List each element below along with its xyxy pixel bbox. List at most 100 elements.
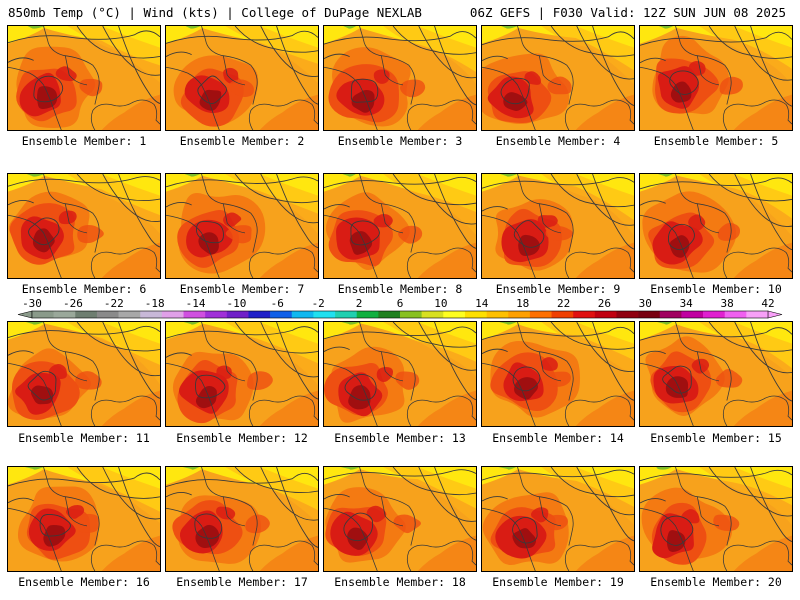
ensemble-member-label: Ensemble Member: 17 (176, 575, 308, 589)
colorbar-swatch (140, 311, 163, 318)
colorbar-tick-label: -30 (22, 297, 42, 310)
ensemble-member-label: Ensemble Member: 1 (21, 134, 147, 148)
colorbar-tick-label: -2 (312, 297, 325, 310)
colorbar-tick-label: -18 (145, 297, 165, 310)
temperature-map (324, 26, 476, 130)
colorbar-swatch (32, 311, 54, 318)
ensemble-member-label: Ensemble Member: 10 (650, 282, 782, 296)
colorbar-tick-label: 14 (475, 297, 489, 310)
colorbar-swatch (486, 311, 509, 318)
header-title-right: 06Z GEFS | F030 Valid: 12Z SUN JUN 08 20… (469, 5, 786, 20)
colorbar-tick-label: 2 (356, 297, 363, 310)
temperature-map (640, 174, 792, 278)
colorbar-tick-label: 38 (720, 297, 733, 310)
colorbar-tick-label: 34 (680, 297, 694, 310)
colorbar-swatch (746, 311, 769, 318)
ensemble-member-label: Ensemble Member: 20 (650, 575, 782, 589)
colorbar-tick-label: -6 (271, 297, 284, 310)
temperature-map (8, 467, 160, 571)
temperature-map (324, 467, 476, 571)
colorbar-swatch (464, 311, 487, 318)
temperature-map (8, 174, 160, 278)
ensemble-member-label: Ensemble Member: 11 (18, 431, 150, 445)
ensemble-member-label: Ensemble Member: 9 (495, 282, 621, 296)
ensemble-map-panel (639, 25, 793, 131)
colorbar-swatch (183, 311, 206, 318)
ensemble-map-panel (165, 173, 319, 279)
colorbar-swatch (291, 311, 314, 318)
colorbar-swatch (161, 311, 184, 318)
ensemble-member-label: Ensemble Member: 18 (334, 575, 466, 589)
ensemble-member-label: Ensemble Member: 4 (495, 134, 621, 148)
colorbar-tick-label: 22 (557, 297, 570, 310)
colorbar-tick-label: -22 (104, 297, 124, 310)
ensemble-map-panel (165, 25, 319, 131)
temperature-map (640, 467, 792, 571)
ensemble-member-label: Ensemble Member: 8 (337, 282, 463, 296)
ensemble-map-panel (639, 321, 793, 427)
colorbar-swatch (703, 311, 726, 318)
temperature-colorbar: -30 -26 -22 -18 -14 -10 -6 -2 2 6 10 14 18 22 26 30 34 38… (17, 297, 783, 319)
colorbar-swatch (53, 311, 76, 318)
ensemble-member-label: Ensemble Member: 16 (18, 575, 150, 589)
colorbar-tick-label: 6 (397, 297, 404, 310)
colorbar-tick-label: 30 (639, 297, 652, 310)
ensemble-map-panel (323, 466, 477, 572)
ensemble-map-panel (481, 25, 635, 131)
ensemble-map-panel (165, 321, 319, 427)
ensemble-map-panel (323, 321, 477, 427)
colorbar-tick-label: 10 (434, 297, 447, 310)
colorbar-swatch (551, 311, 574, 318)
temperature-map (8, 26, 160, 130)
ensemble-map-panel (323, 173, 477, 279)
colorbar-swatch (638, 311, 661, 318)
ensemble-member-label: Ensemble Member: 13 (334, 431, 466, 445)
colorbar-swatch (356, 311, 379, 318)
colorbar-swatch (508, 311, 531, 318)
temperature-map (324, 322, 476, 426)
ensemble-member-label: Ensemble Member: 2 (179, 134, 305, 148)
ensemble-map-panel (481, 466, 635, 572)
colorbar-swatch (594, 311, 617, 318)
ensemble-map-panel (7, 321, 161, 427)
ensemble-member-label: Ensemble Member: 7 (179, 282, 305, 296)
colorbar-swatch (226, 311, 249, 318)
colorbar-swatch (443, 311, 466, 318)
temperature-map (166, 26, 318, 130)
ensemble-map-panel (639, 173, 793, 279)
ensemble-map-panel (481, 321, 635, 427)
temperature-map (166, 467, 318, 571)
colorbar-tick-label: 26 (598, 297, 611, 310)
colorbar-left-arrow (17, 310, 33, 319)
ensemble-map-panel (481, 173, 635, 279)
colorbar-tick-label: -10 (226, 297, 246, 310)
temperature-map (324, 174, 476, 278)
temperature-map (482, 322, 634, 426)
ensemble-map-panel (7, 173, 161, 279)
ensemble-member-label: Ensemble Member: 19 (492, 575, 624, 589)
temperature-map (640, 26, 792, 130)
colorbar-swatch (400, 311, 422, 318)
colorbar-swatch (118, 311, 141, 318)
temperature-map (640, 322, 792, 426)
ensemble-map-panel (7, 25, 161, 131)
colorbar-swatch (659, 311, 682, 318)
ensemble-member-label: Ensemble Member: 12 (176, 431, 308, 445)
ensemble-member-label: Ensemble Member: 15 (650, 431, 782, 445)
temperature-map (482, 174, 634, 278)
ensemble-member-label: Ensemble Member: 5 (653, 134, 779, 148)
colorbar-tick-label: 18 (516, 297, 529, 310)
colorbar-swatch (681, 311, 704, 318)
ensemble-member-label: Ensemble Member: 3 (337, 134, 463, 148)
colorbar-tick-label: -26 (63, 297, 83, 310)
temperature-map (166, 322, 318, 426)
colorbar-swatch (313, 311, 336, 318)
ensemble-map-panel (165, 466, 319, 572)
ensemble-member-label: Ensemble Member: 6 (21, 282, 147, 296)
temperature-map (482, 467, 634, 571)
colorbar-swatch (248, 311, 271, 318)
temperature-map (166, 174, 318, 278)
ensemble-member-label: Ensemble Member: 14 (492, 431, 624, 445)
colorbar-swatch (378, 311, 401, 318)
colorbar-swatch (573, 311, 596, 318)
